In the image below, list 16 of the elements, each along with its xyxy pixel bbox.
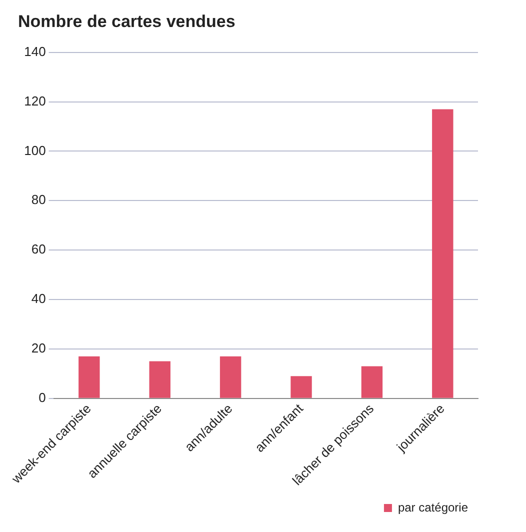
y-tick-label: 120 xyxy=(24,93,46,108)
bar xyxy=(149,361,170,398)
bar xyxy=(361,366,383,398)
y-tick-label: 60 xyxy=(31,242,46,257)
y-tick-label: 40 xyxy=(31,291,46,306)
y-tick-label: 100 xyxy=(24,142,46,158)
y-tick-label: 20 xyxy=(31,340,46,356)
y-tick-label: 80 xyxy=(31,192,46,208)
y-tick-label: 140 xyxy=(24,44,46,59)
bar xyxy=(290,376,312,398)
bar xyxy=(78,356,100,398)
chart-title: Nombre de cartes vendues xyxy=(18,12,236,31)
y-tick-label: 0 xyxy=(38,390,46,405)
legend-label: par catégorie xyxy=(398,500,468,514)
bar xyxy=(220,356,242,398)
bar xyxy=(432,109,454,398)
